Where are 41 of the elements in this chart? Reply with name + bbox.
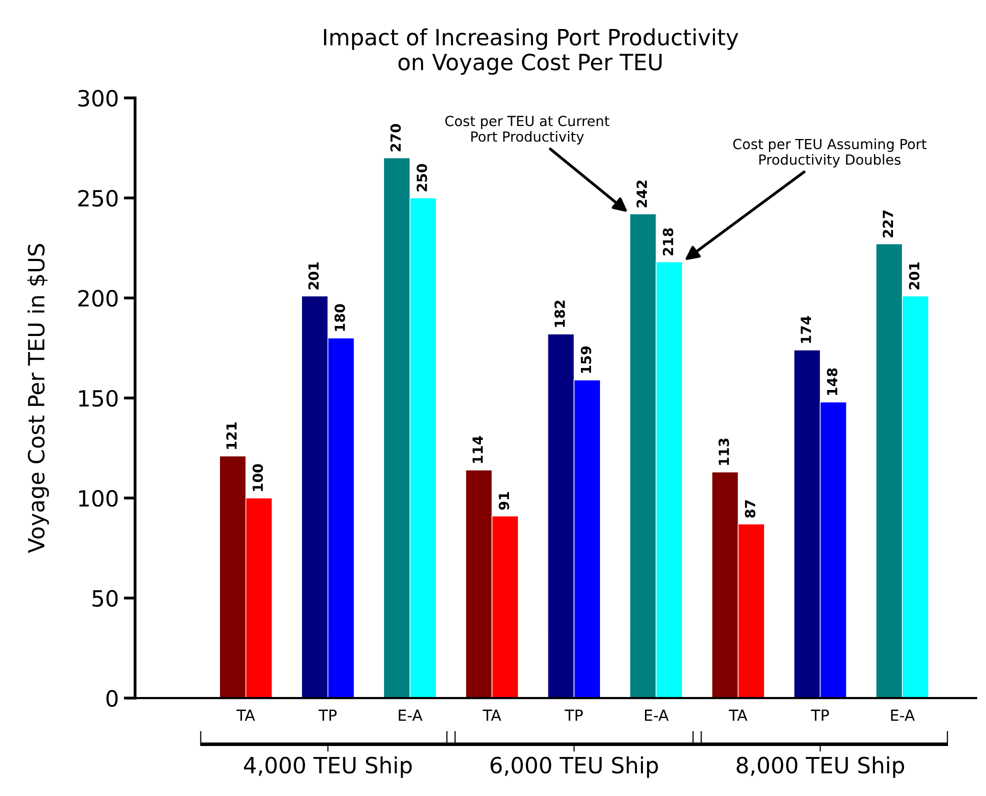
y-tick-label: 100 bbox=[79, 490, 118, 507]
data-label: 91 bbox=[498, 492, 510, 510]
text: 8,000 TEU Ship bbox=[736, 756, 904, 778]
data-label: 218 bbox=[662, 228, 674, 256]
data-label: 201 bbox=[308, 262, 319, 290]
data-label: 182 bbox=[554, 300, 565, 327]
data-label: 270 bbox=[390, 124, 401, 152]
data-label: 113 bbox=[718, 438, 730, 465]
text: Cost per TEU Assuming Port Productivity Doubles bbox=[733, 138, 926, 168]
data-label: 114 bbox=[472, 436, 483, 463]
x-tick-label: TP bbox=[564, 710, 583, 721]
x-tick-label: E-A bbox=[398, 710, 422, 721]
data-label: 174 bbox=[800, 316, 811, 343]
x-tick-label: TP bbox=[318, 710, 337, 721]
x-tick-label: TA bbox=[482, 710, 502, 721]
y-tick-label: 200 bbox=[78, 290, 118, 307]
y-tick-label: 250 bbox=[78, 190, 118, 207]
x-tick-label: E-A bbox=[644, 710, 669, 721]
x-tick-label: TP bbox=[810, 710, 829, 721]
x-tick-label: E-A bbox=[891, 710, 915, 721]
text: Cost per TEU at Current Port Productivity bbox=[445, 116, 610, 144]
y-tick-label: 150 bbox=[79, 390, 118, 407]
text: 4,000 TEU Ship bbox=[244, 756, 412, 778]
y-tick-label: 50 bbox=[92, 590, 118, 607]
data-label: 227 bbox=[882, 210, 893, 238]
x-tick-label: TA bbox=[728, 710, 748, 721]
text: 6,000 TEU Ship bbox=[490, 756, 658, 778]
data-label: 242 bbox=[636, 180, 647, 208]
y-axis-title: Voyage Cost Per TEU in $US bbox=[27, 244, 49, 554]
chart-title: Impact of Increasing Port Productivity on Voyage Cost Per TEU bbox=[324, 28, 738, 75]
y-tick-label: 300 bbox=[78, 90, 118, 107]
data-label: 159 bbox=[580, 346, 592, 373]
data-label: 121 bbox=[226, 422, 237, 449]
data-label: 180 bbox=[334, 304, 346, 331]
data-label: 201 bbox=[908, 262, 920, 290]
y-tick-label: 0 bbox=[106, 690, 118, 707]
data-label: 250 bbox=[416, 164, 428, 192]
data-label: 100 bbox=[252, 464, 264, 491]
x-tick-label: TA bbox=[236, 710, 256, 721]
data-label: 87 bbox=[744, 500, 756, 518]
data-label: 148 bbox=[826, 368, 838, 395]
